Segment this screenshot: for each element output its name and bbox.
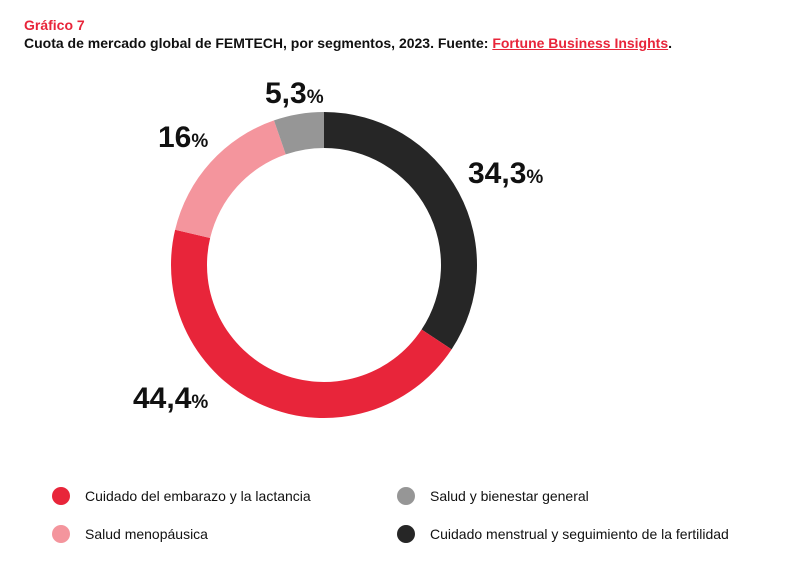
subtitle-period: .	[668, 35, 673, 51]
legend-dot	[397, 525, 415, 543]
legend-item-menopausica: Salud menopáusica	[52, 525, 208, 543]
donut-slice	[170, 229, 452, 419]
slice-value-label: 5,3%	[265, 77, 324, 110]
donut-slice	[273, 112, 324, 155]
chart-header: Gráfico 7 Cuota de mercado global de FEM…	[24, 16, 672, 52]
chart-subtitle: Cuota de mercado global de FEMTECH, por …	[24, 34, 672, 52]
chart-number: Gráfico 7	[24, 17, 85, 33]
donut-slice	[324, 112, 478, 350]
slice-value-label: 16%	[158, 121, 208, 154]
source-link[interactable]: Fortune Business Insights	[492, 35, 669, 51]
slice-value-label: 44,4%	[133, 382, 208, 415]
legend-label: Cuidado del embarazo y la lactancia	[85, 488, 311, 504]
donut-slices	[170, 112, 478, 419]
slice-value-label: 34,3%	[468, 157, 543, 190]
subtitle-text: Cuota de mercado global de FEMTECH, por …	[24, 35, 493, 51]
legend-label: Salud menopáusica	[85, 526, 208, 542]
legend-dot	[397, 487, 415, 505]
legend-dot	[52, 525, 70, 543]
donut-chart: 34,3% 44,4% 16% 5,3%	[133, 77, 543, 419]
legend-item-menstrual: Cuidado menstrual y seguimiento de la fe…	[397, 525, 729, 543]
legend-dot	[52, 487, 70, 505]
donut-slice	[175, 120, 286, 239]
legend-item-embarazo: Cuidado del embarazo y la lactancia	[52, 487, 311, 505]
legend-label: Salud y bienestar general	[430, 488, 589, 504]
legend-label: Cuidado menstrual y seguimiento de la fe…	[430, 526, 729, 542]
legend-item-bienestar: Salud y bienestar general	[397, 487, 589, 505]
donut-labels: 34,3% 44,4% 16% 5,3%	[133, 77, 543, 415]
